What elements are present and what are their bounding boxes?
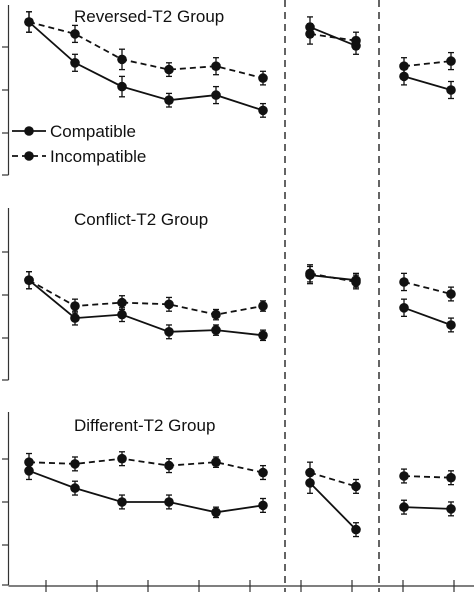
series-line-compatible (403, 75, 452, 91)
data-point-incompatible (258, 301, 268, 311)
data-point-incompatible (446, 472, 456, 483)
data-point-compatible (70, 58, 80, 68)
plot-layer: Reversed-T2 Group Conflict-T2 Group Differ… (24, 7, 456, 538)
series-line-incompatible (403, 60, 452, 68)
data-point-compatible (211, 90, 221, 100)
series-line-incompatible (28, 279, 264, 316)
data-point-incompatible (24, 457, 34, 468)
panel-3: Different-T2 Group (24, 416, 456, 538)
data-point-compatible (399, 71, 409, 82)
data-point-compatible (211, 325, 221, 335)
data-point-compatible (164, 327, 174, 337)
data-point-incompatible (258, 73, 268, 83)
data-point-incompatible (305, 268, 315, 279)
data-point-incompatible (117, 453, 127, 464)
data-point-incompatible (211, 309, 221, 320)
data-point-compatible (70, 313, 80, 323)
data-point-compatible (117, 497, 127, 507)
data-point-incompatible (446, 56, 456, 66)
series-line-compatible (28, 21, 264, 112)
legend-incompatible-label: Incompatible (50, 147, 146, 166)
data-point-incompatible (164, 64, 174, 75)
series-line-compatible (403, 306, 452, 326)
data-point-incompatible (399, 277, 409, 287)
series-line-incompatible (403, 281, 452, 295)
data-point-incompatible (399, 471, 409, 481)
data-point-incompatible (258, 467, 268, 478)
series-line-incompatible (403, 475, 452, 479)
panel-title: Conflict-T2 Group (74, 210, 208, 229)
series-line-incompatible (309, 33, 357, 42)
series-line-compatible (309, 482, 357, 531)
data-point-incompatible (305, 29, 315, 39)
panel-2: Conflict-T2 Group (24, 210, 456, 342)
panel-1: Reversed-T2 Group (24, 7, 456, 118)
data-point-incompatible (70, 301, 80, 311)
series-line-incompatible (28, 457, 264, 474)
legend-incompatible-marker (24, 151, 34, 161)
data-point-compatible (446, 504, 456, 514)
data-point-compatible (446, 85, 456, 95)
legend: Compatible Incompatible (12, 122, 146, 166)
data-point-incompatible (164, 299, 174, 310)
data-point-compatible (117, 81, 127, 92)
series-line-incompatible (28, 21, 264, 79)
data-point-compatible (258, 330, 268, 341)
data-point-incompatible (446, 289, 456, 299)
series-line-compatible (403, 506, 452, 510)
data-point-incompatible (305, 467, 315, 478)
data-point-incompatible (211, 457, 221, 468)
data-point-compatible (211, 507, 221, 518)
data-point-compatible (399, 502, 409, 512)
panel-title: Different-T2 Group (74, 416, 215, 435)
series-line-compatible (28, 469, 264, 514)
legend-compatible-marker (24, 126, 34, 136)
data-point-compatible (117, 309, 127, 320)
data-point-compatible (351, 524, 361, 535)
data-point-incompatible (351, 35, 361, 46)
data-point-incompatible (24, 17, 34, 27)
data-point-incompatible (164, 460, 174, 471)
data-point-incompatible (351, 277, 361, 287)
data-point-compatible (70, 483, 80, 493)
data-point-incompatible (117, 54, 127, 65)
data-point-incompatible (24, 275, 34, 286)
data-point-incompatible (70, 29, 80, 39)
data-point-incompatible (117, 297, 127, 308)
data-point-incompatible (399, 61, 409, 71)
data-point-compatible (258, 105, 268, 116)
series-line-incompatible (309, 272, 357, 283)
data-point-compatible (258, 500, 268, 511)
data-point-compatible (164, 95, 174, 105)
data-point-incompatible (351, 481, 361, 492)
data-point-compatible (164, 497, 174, 507)
series-line-compatible (28, 279, 264, 337)
data-point-compatible (446, 320, 456, 330)
panel-title: Reversed-T2 Group (74, 7, 224, 26)
data-point-incompatible (70, 459, 80, 469)
series-line-incompatible (309, 471, 357, 488)
legend-compatible-label: Compatible (50, 122, 136, 141)
data-point-compatible (399, 303, 409, 313)
data-point-incompatible (211, 61, 221, 71)
